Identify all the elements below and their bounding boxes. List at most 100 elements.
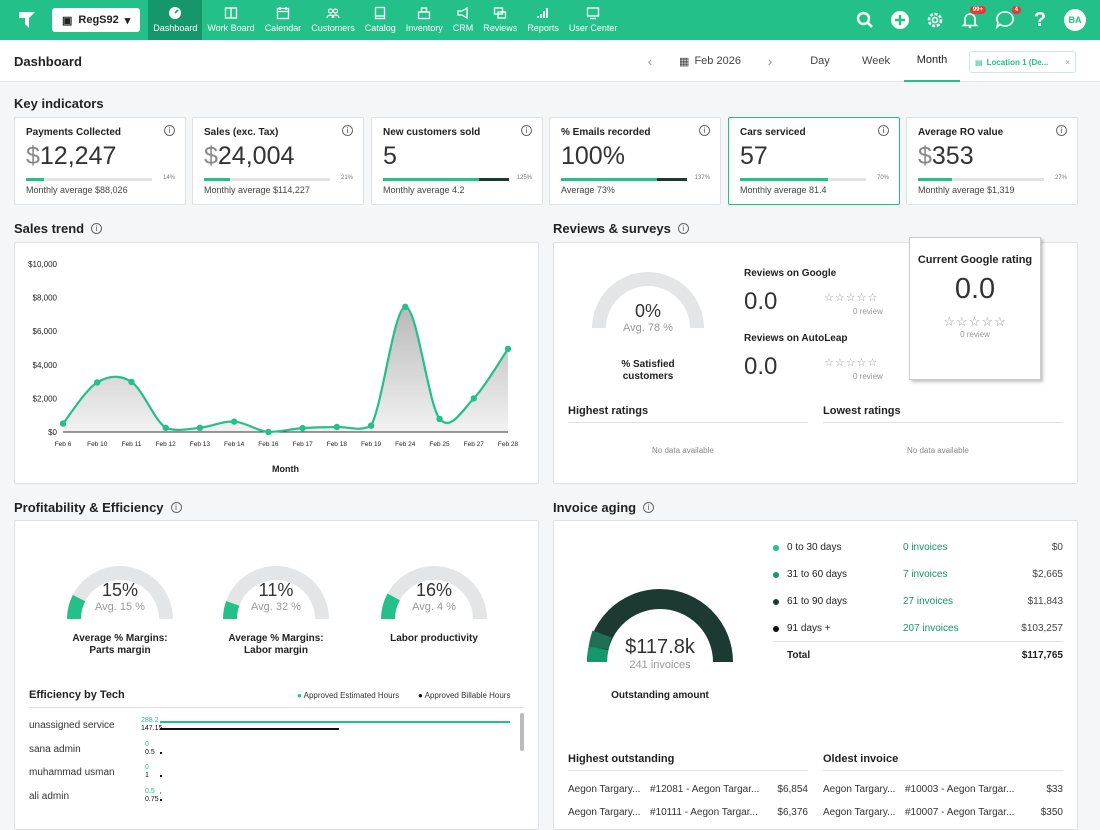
sales-point[interactable] <box>367 422 375 429</box>
invoice-aging-gauge-text: $117.8k 241 invoices <box>590 636 730 671</box>
efficiency-scrollbar[interactable] <box>520 713 524 751</box>
sales-point[interactable] <box>470 395 477 402</box>
tab-day[interactable]: Day <box>810 55 830 67</box>
sales-point[interactable] <box>196 424 204 431</box>
nav-label: User Center <box>568 23 618 33</box>
invoice-link[interactable]: #10111 - Aegon Targar... <box>650 807 758 818</box>
chevron-left-icon[interactable]: ‹ <box>647 53 653 69</box>
sales-point[interactable] <box>94 379 101 386</box>
invoice-amount: $6,376 <box>777 807 808 818</box>
kpi-card[interactable]: Payments Collected i $12,247 14% Monthly ave… <box>14 117 186 205</box>
nav-label: Dashboard <box>153 23 198 33</box>
search-icon[interactable] <box>854 9 876 31</box>
location-filter[interactable]: ▤ Location 1 (De... × <box>969 51 1076 73</box>
billable-hours-bar[interactable] <box>160 728 339 730</box>
info-icon[interactable]: i <box>1056 125 1067 136</box>
sales-point[interactable] <box>402 303 409 311</box>
info-icon[interactable]: i <box>878 125 889 136</box>
satisfied-gauge-text: 0% Avg. 78 % <box>588 301 708 334</box>
billable-hours-bar[interactable] <box>160 775 162 777</box>
aging-count[interactable]: 7 invoices <box>903 569 948 580</box>
sales-point[interactable] <box>162 424 169 431</box>
chat-icon[interactable]: 4 <box>994 6 1021 31</box>
nav-item-dashboard[interactable]: Dashboard <box>148 0 203 40</box>
nav-item-reviews[interactable]: Reviews <box>478 0 522 40</box>
billable-hours-bar[interactable] <box>160 798 162 801</box>
info-icon[interactable]: i <box>342 125 353 136</box>
aging-count[interactable]: 27 invoices <box>903 596 954 607</box>
billable-hours-bar[interactable] <box>160 751 162 754</box>
sales-point[interactable] <box>59 420 67 427</box>
sales-point[interactable] <box>504 345 512 353</box>
aging-dot-icon <box>773 572 779 578</box>
tab-week[interactable]: Week <box>862 55 890 67</box>
info-icon[interactable]: i <box>677 223 689 234</box>
nav-item-inventory[interactable]: Inventory <box>401 0 448 40</box>
customer-name[interactable]: Aegon Targary... <box>823 784 896 795</box>
aging-row[interactable]: 31 to 60 days 7 invoices $2,665 <box>773 568 1063 582</box>
nav-item-work-board[interactable]: Work Board <box>202 0 259 40</box>
nav-item-user-center[interactable]: User Center <box>564 0 623 40</box>
x-tick-label: Feb 27 <box>464 441 485 448</box>
date-navigator: ‹ ▦ Feb 2026 › <box>640 40 780 82</box>
sales-point[interactable] <box>299 424 306 432</box>
estimated-hours-bar[interactable] <box>160 791 161 794</box>
page-title: Dashboard <box>14 54 82 69</box>
info-icon[interactable]: i <box>164 125 175 136</box>
nav-item-calendar[interactable]: Calendar <box>260 0 307 40</box>
billable-hours-label: 147.15 <box>141 725 163 732</box>
date-picker[interactable]: ▦ Feb 2026 <box>660 55 760 68</box>
help-icon[interactable]: ? <box>1033 8 1047 31</box>
sales-point[interactable] <box>230 418 238 425</box>
customer-name[interactable]: Aegon Targary... <box>568 784 641 795</box>
nav-item-catalog[interactable]: Catalog <box>360 0 401 40</box>
nav-item-reports[interactable]: Reports <box>522 0 564 40</box>
user-avatar[interactable]: BA <box>1064 9 1086 31</box>
info-icon[interactable]: i <box>643 502 655 513</box>
tab-month[interactable]: Month <box>904 40 960 82</box>
aging-row[interactable]: 91 days + 207 invoices $103,257 <box>773 622 1063 636</box>
invoice-link[interactable]: #10007 - Aegon Targar... <box>905 807 1015 818</box>
kpi-card[interactable]: Cars serviced i 57 70% Monthly average 81.4 <box>728 117 900 205</box>
aging-amount: $11,843 <box>1027 596 1063 607</box>
close-icon[interactable]: × <box>1065 57 1070 67</box>
sales-point[interactable] <box>265 428 272 436</box>
sales-point[interactable] <box>333 423 341 431</box>
estimated-hours-bar[interactable] <box>160 721 510 723</box>
settings-gear-icon[interactable] <box>924 9 946 31</box>
x-tick-label: Feb 17 <box>292 441 313 448</box>
add-icon[interactable] <box>889 9 911 31</box>
customer-name[interactable]: Aegon Targary... <box>823 807 896 818</box>
aging-count[interactable]: 0 invoices <box>903 542 948 553</box>
sales-point[interactable] <box>128 378 135 386</box>
highest-ratings-title: Highest ratings <box>568 405 649 417</box>
sales-point[interactable] <box>436 415 443 423</box>
kpi-card[interactable]: Average RO value i $353 27% Monthly average … <box>906 117 1078 205</box>
info-icon[interactable]: i <box>170 502 182 513</box>
x-tick-label: Feb 18 <box>327 441 348 448</box>
invoice-link[interactable]: #12081 - Aegon Targar... <box>650 784 760 795</box>
aging-row[interactable]: 61 to 90 days 27 invoices $11,843 <box>773 595 1063 609</box>
shop-selector[interactable]: ▣ RegS92 ▾ <box>52 8 141 32</box>
location-label: Location 1 (De... <box>986 57 1049 67</box>
x-tick-label: Feb 28 <box>498 441 519 448</box>
notifications-bell-icon[interactable]: 99+ <box>959 6 986 31</box>
customer-name[interactable]: Aegon Targary... <box>568 807 641 818</box>
kpi-card[interactable]: % Emails recorded i 100% 137% Average 73% <box>549 117 721 205</box>
aging-amount: $0 <box>1051 542 1063 553</box>
nav-item-crm[interactable]: CRM <box>448 0 479 40</box>
nav-item-customers[interactable]: Customers <box>306 0 360 40</box>
google-rating-count: 0 review <box>960 330 990 339</box>
aging-row[interactable]: 0 to 30 days 0 invoices $0 <box>773 541 1063 555</box>
kpi-card[interactable]: Sales (exc. Tax) i $24,004 21% Monthly avera… <box>192 117 364 205</box>
info-icon[interactable]: i <box>91 223 103 234</box>
chevron-right-icon[interactable]: › <box>767 53 773 69</box>
inventory-icon <box>418 7 431 20</box>
aging-count[interactable]: 207 invoices <box>903 623 959 634</box>
kpi-card[interactable]: New customers sold i 5 125% Monthly average … <box>371 117 543 205</box>
y-tick-label: $6,000 <box>33 327 58 336</box>
invoice-link[interactable]: #10003 - Aegon Targar... <box>905 784 1015 795</box>
info-icon[interactable]: i <box>521 125 532 136</box>
info-icon[interactable]: i <box>699 125 710 136</box>
autoleap-logo-icon[interactable] <box>12 5 42 35</box>
